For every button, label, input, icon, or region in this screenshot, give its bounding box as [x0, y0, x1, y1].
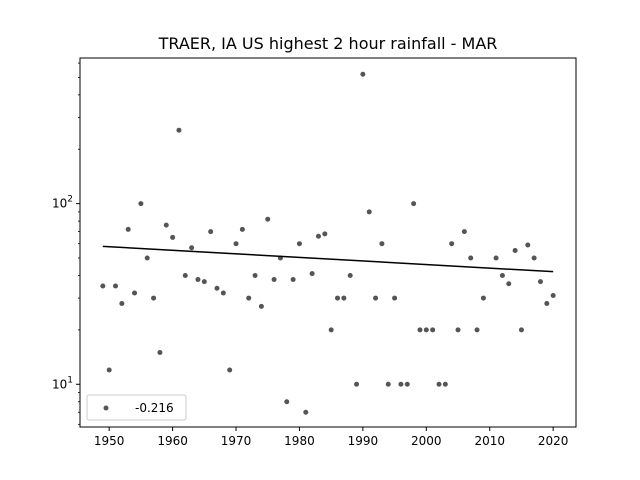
data-point [404, 381, 410, 387]
legend-label: -0.216 [135, 401, 174, 415]
data-point [385, 381, 391, 387]
x-axis: 1950 1960 1970 1980 1990 2000 2010 2020 [94, 427, 569, 448]
data-point [449, 241, 455, 247]
x-tick-label: 1960 [157, 434, 188, 448]
data-point [290, 277, 296, 283]
data-point [246, 295, 252, 301]
data-point [201, 279, 207, 285]
data-point [366, 209, 372, 215]
data-point [113, 283, 119, 289]
data-point [227, 367, 233, 373]
data-point [518, 327, 524, 333]
data-point [468, 255, 474, 261]
data-point [258, 303, 264, 309]
data-point [309, 271, 315, 277]
y-tick-label: 101 [52, 375, 73, 391]
legend-marker [103, 405, 109, 411]
data-point [373, 295, 379, 301]
x-tick-label: 2010 [474, 434, 505, 448]
data-point [442, 381, 448, 387]
data-point [544, 300, 550, 306]
data-point [506, 281, 512, 287]
data-point [436, 381, 442, 387]
data-point [411, 201, 417, 207]
data-point [322, 231, 328, 237]
data-point [347, 273, 353, 279]
trend-line-layer [102, 245, 554, 273]
data-point [151, 295, 157, 301]
scatter-points [100, 71, 556, 415]
x-tick-label: 1970 [221, 434, 252, 448]
data-point [132, 290, 138, 296]
data-point [461, 229, 467, 235]
data-point [474, 327, 480, 333]
data-point [170, 234, 176, 240]
y-tick-label: 102 [52, 195, 73, 211]
data-point [315, 233, 321, 239]
data-point [284, 399, 290, 405]
legend-box [86, 394, 187, 421]
data-point [125, 226, 131, 232]
data-point [354, 381, 360, 387]
data-point [233, 241, 239, 247]
data-point [335, 295, 341, 301]
data-point [182, 273, 188, 279]
data-point [398, 381, 404, 387]
plot-area-frame [79, 57, 577, 428]
x-tick-label: 1990 [348, 434, 379, 448]
data-point [417, 327, 423, 333]
data-point [195, 277, 201, 283]
data-point [537, 279, 543, 285]
data-point [525, 242, 531, 248]
data-point [379, 241, 385, 247]
data-point [531, 255, 537, 261]
y-axis: 101 102 [52, 62, 80, 425]
trend-line [102, 245, 554, 273]
data-point [392, 295, 398, 301]
legend: -0.216 [86, 394, 187, 421]
data-point [138, 201, 144, 207]
data-point [328, 327, 334, 333]
chart-title: TRAER, IA US highest 2 hour rainfall - M… [158, 34, 498, 53]
x-tick-label: 1950 [94, 434, 125, 448]
data-point [271, 277, 277, 283]
x-tick-label: 2020 [538, 434, 569, 448]
data-point [208, 229, 214, 235]
data-point [341, 295, 347, 301]
data-point [220, 290, 226, 296]
data-point [106, 367, 112, 373]
data-point [455, 327, 461, 333]
data-point [512, 248, 518, 254]
data-point [100, 283, 106, 289]
data-point [550, 293, 556, 299]
data-point [360, 71, 366, 77]
data-point [303, 409, 309, 415]
x-tick-label: 1980 [284, 434, 315, 448]
data-point [119, 300, 125, 306]
data-point [265, 216, 271, 222]
data-point [144, 255, 150, 261]
data-point [176, 127, 182, 133]
data-point [163, 222, 169, 228]
data-point [499, 273, 505, 279]
data-point [189, 245, 195, 251]
data-point [296, 241, 302, 247]
data-point [430, 327, 436, 333]
x-tick-label: 2000 [411, 434, 442, 448]
data-point [214, 285, 220, 291]
data-point [157, 349, 163, 355]
data-point [493, 255, 499, 261]
data-point [239, 226, 245, 232]
data-point [480, 295, 486, 301]
data-point [252, 273, 258, 279]
data-point [423, 327, 429, 333]
